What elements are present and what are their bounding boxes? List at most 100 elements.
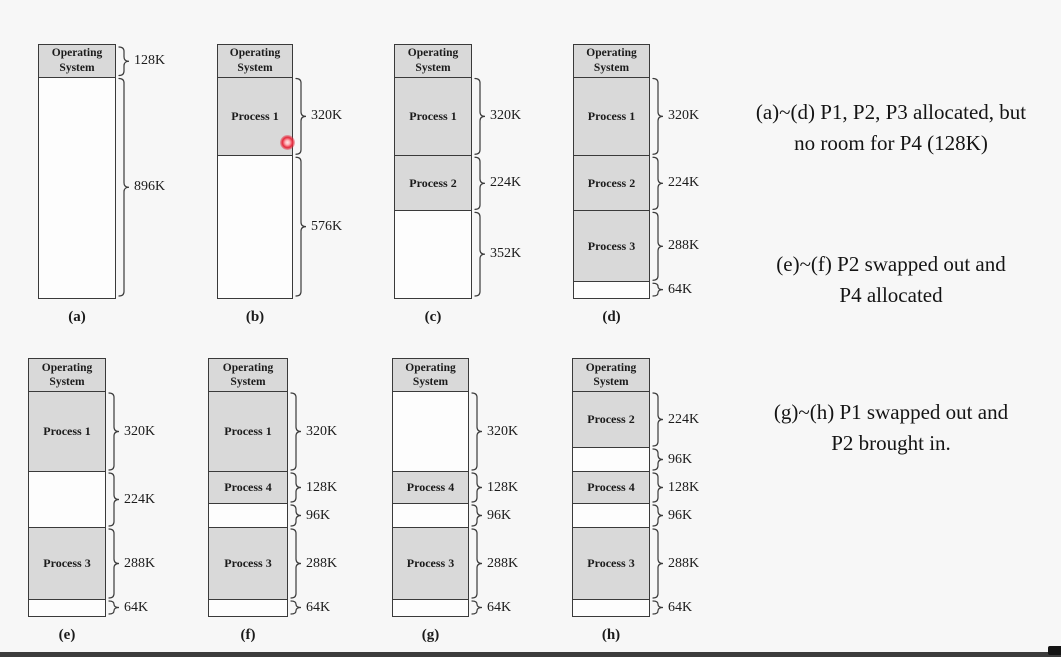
block-size-label: 320K — [487, 423, 519, 439]
free-block — [29, 599, 105, 615]
process-block: Process 2 — [574, 155, 649, 211]
size-brace — [652, 504, 664, 527]
process-block: Process 1 — [29, 391, 105, 471]
block-size-label: 128K — [134, 53, 166, 69]
free-block — [393, 599, 468, 615]
free-block — [29, 471, 105, 527]
os-block: Operating System — [574, 45, 649, 77]
size-brace — [108, 528, 120, 599]
laser-pointer-dot — [280, 135, 295, 150]
block-size-label: 288K — [668, 555, 700, 571]
memory-column-c: Operating System Process 1 Process 2 — [394, 44, 472, 299]
caption-g-h-line2: P2 brought in. — [831, 431, 951, 455]
size-brace — [471, 504, 483, 527]
size-brace — [652, 448, 664, 471]
size-brace — [290, 504, 302, 527]
corner-artifact — [1048, 646, 1061, 655]
free-block — [573, 503, 649, 527]
free-block — [209, 599, 287, 615]
caption-a-d: (a)~(d) P1, P2, P3 allocated, but no roo… — [716, 97, 1061, 159]
memory-diagram-e: Operating System Process 1 Process 3 320K 22… — [28, 358, 178, 651]
diagram-tag-b: (b) — [245, 309, 265, 325]
free-block — [393, 503, 468, 527]
block-size-label: 224K — [668, 411, 700, 427]
size-brace — [290, 528, 302, 599]
memory-diagram-d: Operating System Process 1 Process 2 Proces… — [573, 44, 722, 333]
brace-group — [108, 392, 120, 615]
size-brace — [471, 392, 483, 471]
size-brace — [471, 472, 483, 503]
memory-column-a: Operating System — [38, 44, 116, 299]
block-size-label: 64K — [124, 599, 149, 615]
os-block: Operating System — [29, 359, 105, 391]
memory-column-h: Operating System Process 2 Process 4 Proces… — [572, 358, 650, 617]
block-size-label: 128K — [487, 479, 519, 495]
size-brace — [295, 156, 307, 297]
block-size-label: 352K — [490, 246, 522, 262]
block-size-label: 96K — [668, 507, 693, 523]
size-brace — [652, 211, 664, 281]
free-block — [574, 281, 649, 297]
diagram-tag-f: (f) — [240, 627, 256, 643]
process-block: Process 1 — [209, 391, 287, 471]
process-block: Process 2 — [395, 155, 471, 211]
free-block — [573, 599, 649, 615]
size-brace — [652, 528, 664, 599]
block-size-label: 288K — [306, 555, 338, 571]
os-block: Operating System — [395, 45, 471, 77]
block-size-label: 128K — [306, 479, 338, 495]
memory-diagram-b: Operating System Process 1 320K 576K (b) — [217, 44, 365, 333]
caption-e-f: (e)~(f) P2 swapped out and P4 allocated — [716, 249, 1061, 311]
process-block: Process 3 — [393, 527, 468, 599]
diagram-tag-a: (a) — [68, 309, 86, 325]
diagram-tag-g: (g) — [421, 627, 440, 643]
size-brace — [118, 77, 130, 297]
os-block: Operating System — [393, 359, 468, 391]
block-size-label: 320K — [668, 108, 700, 124]
size-brace — [118, 46, 130, 77]
brace-group — [652, 77, 664, 297]
caption-a-d-line2: no room for P4 (128K) — [794, 131, 988, 155]
size-brace — [474, 211, 486, 297]
block-size-label: 320K — [311, 108, 343, 124]
bottom-bar — [0, 652, 1061, 657]
os-block: Operating System — [218, 45, 292, 77]
size-brace — [290, 472, 302, 503]
os-block: Operating System — [39, 45, 115, 77]
process-block: Process 4 — [393, 471, 468, 503]
memory-column-e: Operating System Process 1 Process 3 — [28, 358, 106, 617]
caption-g-h-line1: (g)~(h) P1 swapped out and — [773, 400, 1009, 424]
caption-g-h: (g)~(h) P1 swapped out and P2 brought in… — [716, 397, 1061, 459]
brace-group — [290, 392, 302, 615]
block-size-label: 576K — [311, 218, 343, 234]
caption-e-f-line2: P4 allocated — [839, 283, 943, 307]
memory-column-b: Operating System Process 1 — [217, 44, 293, 299]
block-size-label: 224K — [668, 175, 700, 191]
brace-group — [118, 46, 130, 297]
block-size-label: 224K — [124, 491, 156, 507]
memory-column-g: Operating System Process 4 Process 3 — [392, 358, 469, 617]
size-brace — [652, 282, 664, 297]
process-block: Process 3 — [574, 210, 649, 282]
block-size-label: 64K — [668, 281, 693, 297]
size-brace — [290, 392, 302, 471]
block-size-label: 64K — [487, 599, 512, 615]
diagram-tag-c: (c) — [424, 309, 442, 325]
block-size-label: 896K — [134, 179, 166, 195]
memory-column-d: Operating System Process 1 Process 2 Proces… — [573, 44, 650, 299]
block-size-label: 288K — [124, 555, 156, 571]
memory-diagram-c: Operating System Process 1 Process 2 320K 22… — [394, 44, 544, 333]
block-size-label: 64K — [306, 599, 331, 615]
block-size-label: 96K — [306, 507, 331, 523]
size-brace — [652, 77, 664, 155]
process-block: Process 1 — [395, 76, 471, 156]
size-brace — [471, 600, 483, 615]
block-size-label: 320K — [124, 423, 156, 439]
memory-diagram-a: Operating System 128K 896K (a) — [38, 44, 188, 333]
size-brace — [652, 472, 664, 503]
block-size-label: 288K — [668, 238, 700, 254]
caption-e-f-line1: (e)~(f) P2 swapped out and — [776, 252, 1006, 276]
process-block: Process 3 — [209, 527, 287, 599]
block-size-label: 96K — [668, 451, 693, 467]
size-brace — [108, 472, 120, 527]
